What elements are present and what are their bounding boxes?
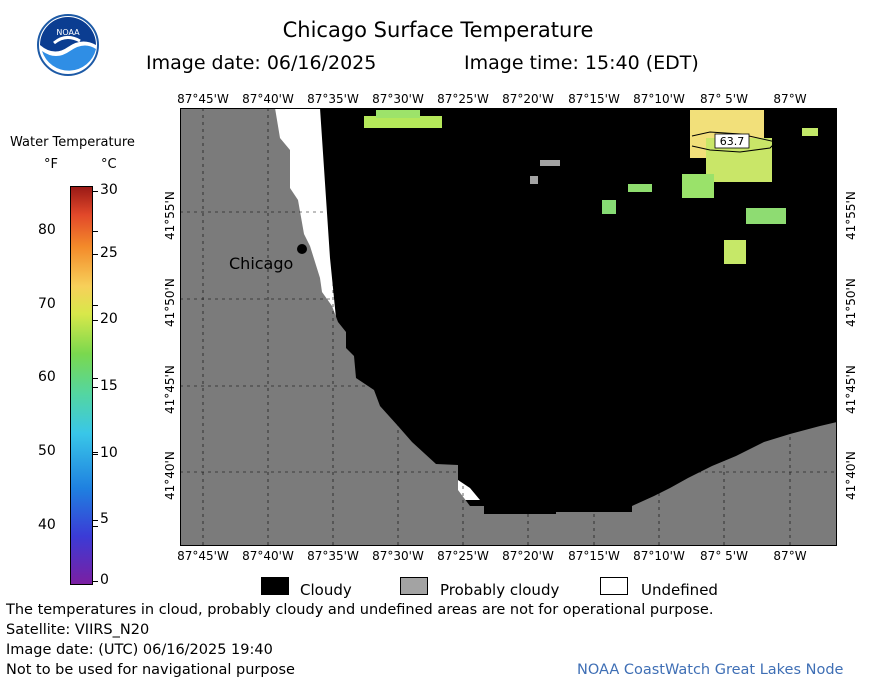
colorbar-title: Water Temperature — [10, 135, 135, 150]
noaa-logo: NOAA — [37, 14, 99, 76]
colorbar-tick — [92, 526, 98, 527]
lat-label-left: 41°50'N — [163, 278, 177, 327]
colorbar-tick — [92, 454, 98, 455]
lon-label-bottom: 87°20'W — [502, 549, 554, 563]
footer-note: The temperatures in cloud, probably clou… — [6, 602, 714, 618]
colorbar-tick — [92, 191, 98, 192]
colorbar-c-label: 10 — [100, 445, 118, 461]
map-area: 63.7 Chicago — [180, 108, 837, 546]
colorbar-c-label: 30 — [100, 182, 118, 198]
lon-label-top: 87°W — [773, 92, 807, 106]
colorbar-f-label: 80 — [38, 222, 56, 238]
colorbar-f-label: 40 — [38, 517, 56, 533]
probably-cloudy-patch — [530, 176, 538, 184]
lat-label-left: 41°55'N — [163, 191, 177, 240]
legend-cloudy-label: Cloudy — [300, 581, 352, 599]
colorbar-tick — [92, 305, 98, 306]
legend-cloudy-swatch — [261, 577, 289, 595]
legend-undefined-label: Undefined — [641, 581, 718, 599]
lon-label-bottom: 87°10'W — [633, 549, 685, 563]
colorbar-tick — [92, 452, 98, 453]
sst-patch — [682, 174, 714, 198]
colorbar-c-label: 15 — [100, 378, 118, 394]
footer-credit: NOAA CoastWatch Great Lakes Node — [577, 662, 844, 678]
sst-patch — [364, 116, 442, 128]
lon-label-bottom: 87°25'W — [437, 549, 489, 563]
logo-text: NOAA — [56, 28, 80, 37]
lat-label-right: 41°55'N — [844, 191, 858, 240]
lon-label-bottom: 87°40'W — [242, 549, 294, 563]
lon-label-bottom: 87°35'W — [307, 549, 359, 563]
lon-label-bottom: 87°W — [773, 549, 807, 563]
temp-label-box — [714, 133, 750, 149]
sst-patch — [628, 184, 652, 192]
lat-label-left: 41°45'N — [163, 365, 177, 414]
lon-label-top: 87° 5'W — [700, 92, 748, 106]
lon-label-top: 87°25'W — [437, 92, 489, 106]
lat-label-right: 41°45'N — [844, 365, 858, 414]
page-title: Chicago Surface Temperature — [282, 18, 594, 42]
sst-patch — [724, 240, 746, 264]
lon-label-bottom: 87°45'W — [177, 549, 229, 563]
lon-label-bottom: 87° 5'W — [700, 549, 748, 563]
lon-label-top: 87°40'W — [242, 92, 294, 106]
colorbar — [70, 186, 93, 585]
lat-label-right: 41°50'N — [844, 278, 858, 327]
footer-utc-date: Image date: (UTC) 06/16/2025 19:40 — [6, 642, 273, 658]
lat-label-right: 41°40'N — [844, 451, 858, 500]
legend-undefined-swatch — [600, 577, 628, 595]
lon-label-top: 87°20'W — [502, 92, 554, 106]
colorbar-tick — [92, 387, 98, 388]
colorbar-tick — [92, 581, 98, 582]
lon-label-bottom: 87°30'W — [372, 549, 424, 563]
colorbar-c-label: 0 — [100, 572, 109, 588]
land-area — [180, 108, 837, 546]
footer-satellite: Satellite: VIIRS_N20 — [6, 622, 150, 638]
city-label: Chicago — [229, 254, 293, 273]
sst-patch — [802, 128, 818, 136]
colorbar-tick — [92, 231, 98, 232]
lon-label-top: 87°35'W — [307, 92, 359, 106]
colorbar-c-label: 25 — [100, 245, 118, 261]
colorbar-c-label: 5 — [100, 511, 109, 527]
lon-label-top: 87°15'W — [568, 92, 620, 106]
temp-label: 63.7 — [720, 135, 745, 148]
sst-patch — [376, 110, 420, 118]
image-date: Image date: 06/16/2025 — [146, 52, 377, 74]
colorbar-tick — [92, 378, 98, 379]
colorbar-f-label: 60 — [38, 369, 56, 385]
legend-probably-cloudy-swatch — [400, 577, 428, 595]
lon-label-top: 87°10'W — [633, 92, 685, 106]
colorbar-unit-f: °F — [44, 157, 58, 172]
colorbar-tick — [92, 254, 98, 255]
footer-nav-warning: Not to be used for navigational purpose — [6, 662, 295, 678]
lon-label-top: 87°30'W — [372, 92, 424, 106]
sst-patch — [746, 208, 786, 224]
sst-patch — [602, 200, 616, 214]
colorbar-c-label: 20 — [100, 311, 118, 327]
lat-label-left: 41°40'N — [163, 451, 177, 500]
image-time: Image time: 15:40 (EDT) — [464, 52, 699, 74]
isotherm — [691, 131, 777, 153]
colorbar-f-label: 70 — [38, 296, 56, 312]
colorbar-tick — [92, 320, 98, 321]
probably-cloudy-patch — [540, 160, 560, 166]
colorbar-f-label: 50 — [38, 443, 56, 459]
lon-label-top: 87°45'W — [177, 92, 229, 106]
legend-probably-cloudy-label: Probably cloudy — [440, 581, 560, 599]
lon-label-bottom: 87°15'W — [568, 549, 620, 563]
colorbar-unit-c: °C — [101, 157, 117, 172]
chicago-marker — [297, 244, 307, 254]
colorbar-tick — [92, 520, 98, 521]
